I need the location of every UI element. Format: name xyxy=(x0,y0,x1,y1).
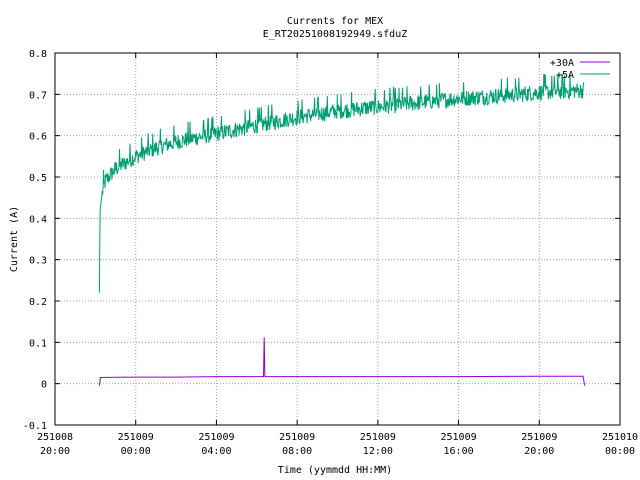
y-tick-label: 0.4 xyxy=(29,214,47,225)
x-tick-label-time: 20:00 xyxy=(524,446,554,457)
x-tick-label-time: 12:00 xyxy=(363,446,393,457)
x-tick-label-date: 251009 xyxy=(441,432,477,443)
x-tick-label-date: 251009 xyxy=(521,432,557,443)
legend-label: +30A xyxy=(550,58,574,69)
y-tick-label: 0.7 xyxy=(29,90,47,101)
plot-frame xyxy=(54,52,621,426)
y-tick-label: 0.8 xyxy=(29,49,47,60)
x-tick-label-date: 251009 xyxy=(198,432,234,443)
x-tick-label-time: 00:00 xyxy=(121,446,151,457)
series-line-30a xyxy=(98,337,586,386)
y-tick-label: 0 xyxy=(41,380,47,391)
x-tick-label-date: 251010 xyxy=(602,432,638,443)
y-tick-label: 0.1 xyxy=(29,338,47,349)
series-layer xyxy=(98,73,586,386)
legend-label: +5A xyxy=(556,70,574,81)
x-axis: 251008 20:00 251009 00:00 251009 04:00 251009 0… xyxy=(37,53,638,457)
x-tick-label-time: 16:00 xyxy=(444,446,474,457)
y-tick-label: 0.5 xyxy=(29,173,47,184)
x-tick-label-time: 08:00 xyxy=(282,446,312,457)
x-tick-label-date: 251009 xyxy=(279,432,315,443)
x-tick-label-time: 04:00 xyxy=(201,446,231,457)
x-tick-label-date: 251009 xyxy=(360,432,396,443)
chart-subtitle: E_RT20251008192949.sfduZ xyxy=(263,29,408,40)
legend: +30A+5A xyxy=(550,58,610,81)
y-axis-label: Current (A) xyxy=(9,206,20,272)
y-tick-label: 0.2 xyxy=(29,297,47,308)
x-tick-label-time: 00:00 xyxy=(605,446,635,457)
x-tick-label-date: 251009 xyxy=(118,432,154,443)
x-tick-label-time: 20:00 xyxy=(40,446,70,457)
chart-title: Currents for MEX xyxy=(287,16,383,27)
x-tick-label-date: 251008 xyxy=(37,432,73,443)
y-tick-label: 0.3 xyxy=(29,256,47,267)
series-line-5a xyxy=(98,73,585,293)
y-tick-label: 0.6 xyxy=(29,132,47,143)
x-axis-label: Time (yymmdd HH:MM) xyxy=(278,465,392,476)
y-axis: -0.1 0 0.1 0.2 0.3 0.4 0.5 0.6 0.7 0.8 xyxy=(23,49,620,432)
y-tick-label: -0.1 xyxy=(23,421,47,432)
